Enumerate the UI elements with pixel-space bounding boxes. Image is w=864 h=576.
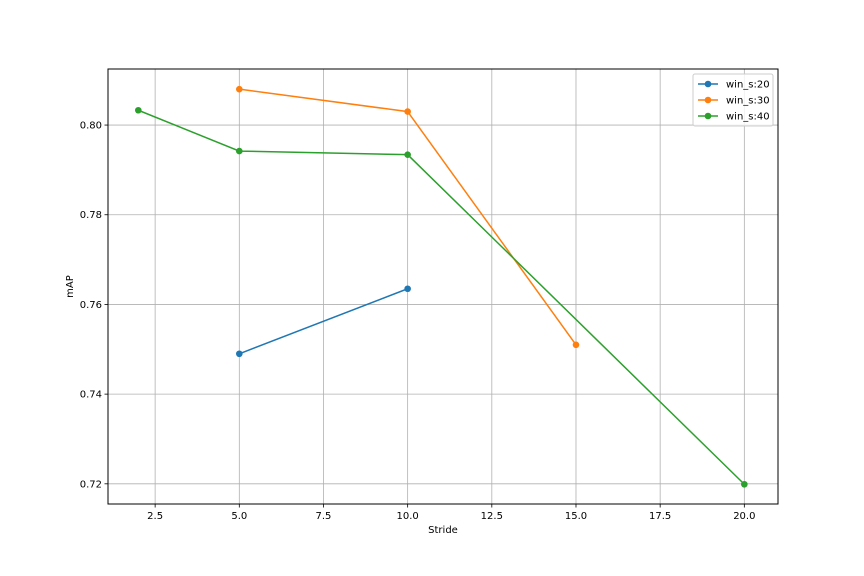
legend-marker [704,96,712,104]
data-point [741,480,748,488]
x-tick-label: 2.5 [147,511,163,522]
data-point [236,147,243,155]
legend-item: win_s:30 [698,96,770,107]
legend-box [692,73,774,127]
series-win_s:30 [236,85,580,349]
y-axis-ticks: 0.72 0.74 0.76 0.78 0.80 [80,121,108,490]
legend-marker [704,80,712,88]
x-tick-label: 5.0 [231,511,247,522]
x-axis-label: Stride [428,525,458,536]
series-win_s:20 [236,285,411,358]
plot-series [135,85,748,488]
y-tick-label: 0.78 [80,210,102,221]
legend-item: win_s:40 [698,112,770,123]
legend: win_s:20 win_s:30 win_s:40 [692,73,774,127]
y-axis-label: mAP [65,275,76,298]
series-line [239,288,408,355]
data-point [236,85,243,93]
legend-label: win_s:40 [726,112,770,123]
legend-marker [704,112,712,120]
y-tick-label: 0.72 [80,479,102,490]
x-axis-ticks: 2.5 5.0 7.5 10.0 12.5 15.0 17.5 20.0 [147,504,755,522]
x-tick-label: 7.5 [316,511,332,522]
series-line [138,109,745,485]
plot-frame [107,68,779,505]
data-point [404,285,411,293]
y-tick-label: 0.74 [80,390,102,401]
legend-label: win_s:20 [726,80,770,91]
y-tick-label: 0.80 [80,121,102,132]
legend-item: win_s:20 [698,80,770,91]
data-point [135,106,142,114]
x-tick-label: 17.5 [649,511,671,522]
data-point [236,350,243,358]
x-tick-label: 10.0 [397,511,419,522]
x-tick-label: 12.5 [481,511,503,522]
data-point [404,108,411,115]
x-tick-label: 20.0 [733,511,755,522]
legend-label: win_s:30 [726,96,770,107]
data-point [572,341,580,349]
grid [108,69,778,504]
series-win_s:40 [135,106,748,488]
x-tick-label: 15.0 [565,511,587,522]
y-tick-label: 0.76 [80,300,102,311]
data-point [404,151,411,158]
